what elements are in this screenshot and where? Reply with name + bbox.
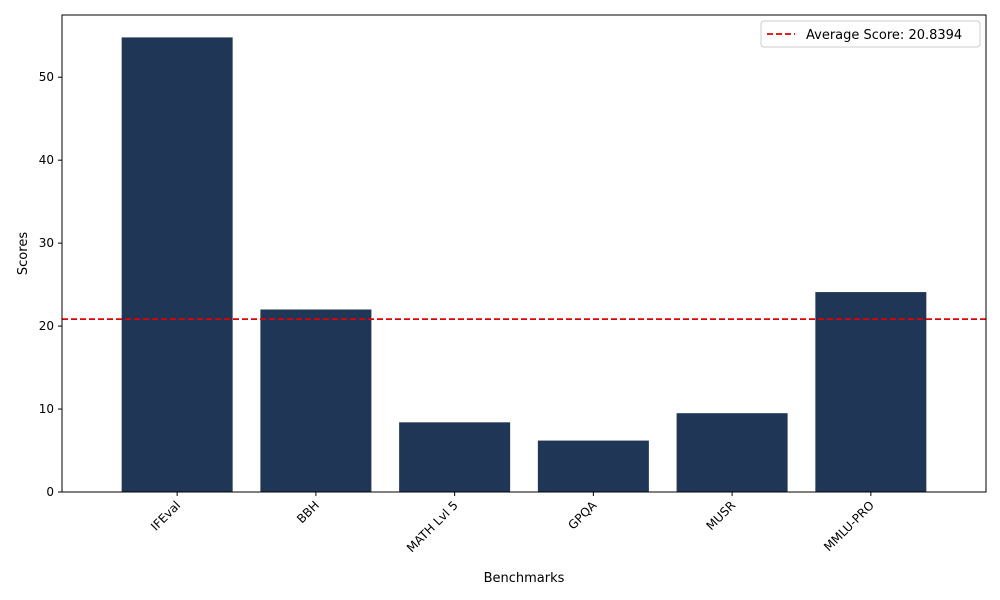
plot-frame (61, 14, 987, 493)
bar-bbh (260, 309, 372, 492)
bar-musr (676, 413, 788, 492)
legend-average-label: Average Score: 20.8394 (806, 28, 962, 43)
y-tick-label: 0 (46, 485, 54, 499)
legend-box (760, 20, 981, 48)
bar-gpqa (537, 440, 649, 492)
bar-mmlu-pro (815, 292, 927, 492)
y-tick-label: 40 (39, 153, 54, 167)
x-tick-label: MMLU-PRO (821, 498, 877, 554)
x-tick-label: MATH Lvl 5 (404, 498, 461, 555)
y-axis-label: Scores (16, 232, 31, 275)
x-tick-label: BBH (294, 498, 322, 526)
y-tick-label: 50 (39, 70, 54, 84)
y-tick-label: 30 (39, 236, 54, 250)
axes (61, 14, 987, 493)
x-tick-label: IFEval (148, 498, 183, 533)
bars (121, 37, 927, 493)
y-tick-label: 20 (39, 319, 54, 333)
x-axis-label: Benchmarks (484, 571, 565, 586)
bar-math-lvl-5 (399, 422, 511, 492)
x-tick-label: MUSR (704, 498, 739, 533)
bar-ifeval (121, 37, 233, 493)
x-axis-ticks: IFEval BBH MATH Lvl 5 GPQA MUSR MMLU-PRO (148, 492, 877, 555)
legend: Average Score: 20.8394 (760, 20, 981, 48)
y-tick-label: 10 (39, 402, 54, 416)
x-tick-label: GPQA (565, 498, 600, 533)
y-axis-ticks: 0 10 20 30 40 50 (39, 70, 62, 499)
